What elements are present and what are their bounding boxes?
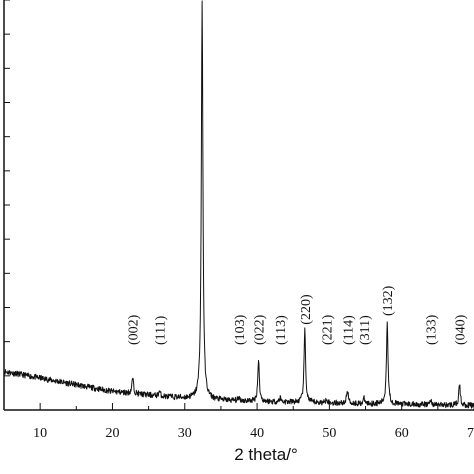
x-tick-label: 50 [322, 426, 336, 441]
x-tick-label: 30 [178, 426, 192, 441]
x-tick-label: 10 [33, 426, 47, 441]
x-axis-ticks [3, 403, 474, 410]
x-tick-label: 70 [467, 426, 474, 441]
y-axis-ticks [4, 0, 10, 411]
xrd-pattern-line [3, 0, 474, 409]
peak-label: (221) [321, 314, 336, 345]
plot-frame [3, 0, 474, 411]
peak-label: (002) [127, 314, 142, 345]
peak-label: (113) [274, 315, 289, 345]
peak-label: (022) [253, 314, 268, 345]
peak-label: (133) [425, 314, 440, 345]
peak-labels: (002)(111)(112)(103)(022)(113)(220)(221)… [127, 285, 469, 345]
peak-label: (220) [299, 294, 314, 325]
peak-label: (111) [154, 315, 169, 345]
x-tick-label: 60 [395, 426, 409, 441]
peak-label: (103) [233, 314, 248, 345]
peak-label: (040) [454, 314, 469, 345]
peak-label: (311) [358, 315, 373, 345]
x-tick-label: 20 [105, 426, 119, 441]
peak-label: (132) [381, 285, 396, 316]
x-tick-label: 40 [250, 426, 264, 441]
peak-label: (114) [342, 315, 357, 345]
x-axis-title: 2 theta/° [234, 445, 298, 464]
x-axis-tick-labels: 10 20 30 40 50 60 70 [33, 426, 474, 441]
